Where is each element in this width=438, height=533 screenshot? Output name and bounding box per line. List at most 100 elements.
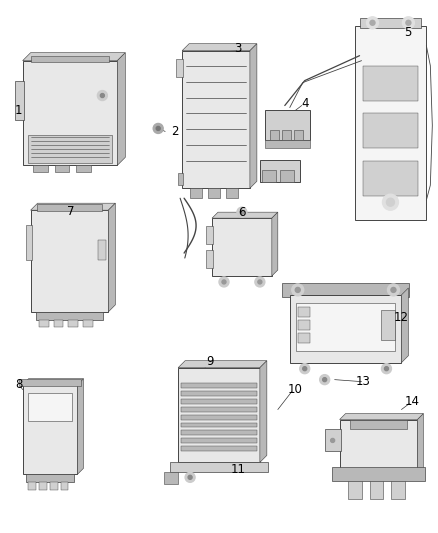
Polygon shape (417, 414, 424, 478)
Bar (164, 472, 178, 484)
Bar (339, 419, 417, 478)
Polygon shape (23, 378, 83, 385)
Text: 1: 1 (15, 104, 22, 117)
Bar (182, 51, 250, 188)
Polygon shape (250, 44, 257, 188)
Circle shape (303, 367, 307, 370)
Bar (226, 188, 238, 198)
Bar (208, 188, 220, 198)
Bar (28, 393, 72, 421)
Bar (178, 173, 183, 185)
Circle shape (240, 210, 244, 214)
Circle shape (185, 472, 195, 482)
Bar (262, 171, 276, 182)
Bar (181, 447, 257, 451)
Bar (363, 66, 418, 101)
Bar (348, 481, 361, 499)
Bar (298, 320, 310, 330)
Bar (392, 481, 406, 499)
Bar (296, 303, 396, 351)
Bar (270, 131, 279, 140)
Circle shape (292, 284, 304, 296)
Bar (14, 80, 24, 120)
Bar (181, 439, 257, 443)
Bar (381, 310, 396, 340)
Text: 4: 4 (301, 97, 308, 110)
Bar (31, 210, 108, 312)
Bar (68, 320, 78, 327)
Bar (332, 467, 425, 481)
Circle shape (385, 367, 389, 370)
Circle shape (381, 364, 392, 374)
Circle shape (255, 277, 265, 287)
Circle shape (100, 94, 104, 98)
Circle shape (323, 378, 327, 382)
Bar (23, 385, 78, 474)
Bar (49, 482, 57, 490)
Bar (99, 240, 106, 260)
Text: 6: 6 (238, 206, 246, 219)
Bar (31, 55, 110, 62)
Bar (290, 295, 401, 362)
Bar (355, 26, 426, 220)
Bar (363, 114, 418, 148)
Text: 2: 2 (171, 125, 179, 138)
Bar (265, 110, 310, 140)
Text: 8: 8 (15, 378, 22, 391)
Bar (294, 131, 303, 140)
Bar (206, 226, 213, 244)
Bar (298, 333, 310, 343)
Bar (265, 140, 310, 148)
Circle shape (403, 17, 414, 29)
Text: 12: 12 (394, 311, 409, 325)
Text: 9: 9 (206, 355, 214, 368)
Text: 13: 13 (356, 375, 371, 388)
Circle shape (382, 194, 399, 210)
Bar (32, 165, 48, 172)
Bar (282, 131, 291, 140)
Bar (280, 171, 294, 182)
Text: 10: 10 (287, 383, 302, 396)
Circle shape (295, 287, 300, 293)
Bar (28, 135, 112, 163)
Polygon shape (182, 44, 257, 51)
Bar (25, 225, 32, 260)
Circle shape (388, 284, 399, 296)
Bar (178, 368, 260, 462)
Circle shape (156, 126, 160, 131)
Polygon shape (178, 361, 267, 368)
Bar (282, 283, 410, 297)
Bar (19, 378, 81, 385)
Bar (77, 165, 92, 172)
Bar (83, 320, 93, 327)
Bar (176, 59, 183, 77)
Text: 11: 11 (230, 463, 245, 476)
Circle shape (370, 20, 375, 25)
Bar (39, 482, 46, 490)
Polygon shape (401, 288, 408, 362)
Bar (54, 165, 70, 172)
Bar (370, 481, 384, 499)
Bar (181, 431, 257, 435)
Circle shape (219, 277, 229, 287)
Bar (181, 407, 257, 411)
Polygon shape (272, 212, 278, 276)
Circle shape (331, 439, 335, 442)
Circle shape (386, 198, 395, 206)
Bar (181, 383, 257, 387)
Polygon shape (23, 53, 125, 61)
Circle shape (188, 475, 192, 479)
Polygon shape (260, 361, 267, 462)
Bar (23, 61, 117, 165)
Circle shape (320, 375, 330, 385)
Polygon shape (117, 53, 125, 165)
Bar (181, 423, 257, 427)
Bar (39, 320, 49, 327)
Circle shape (367, 17, 378, 29)
Bar (60, 482, 68, 490)
Bar (37, 204, 102, 211)
Text: 5: 5 (404, 26, 411, 39)
Bar (298, 307, 310, 317)
Circle shape (222, 280, 226, 284)
Circle shape (237, 207, 247, 217)
